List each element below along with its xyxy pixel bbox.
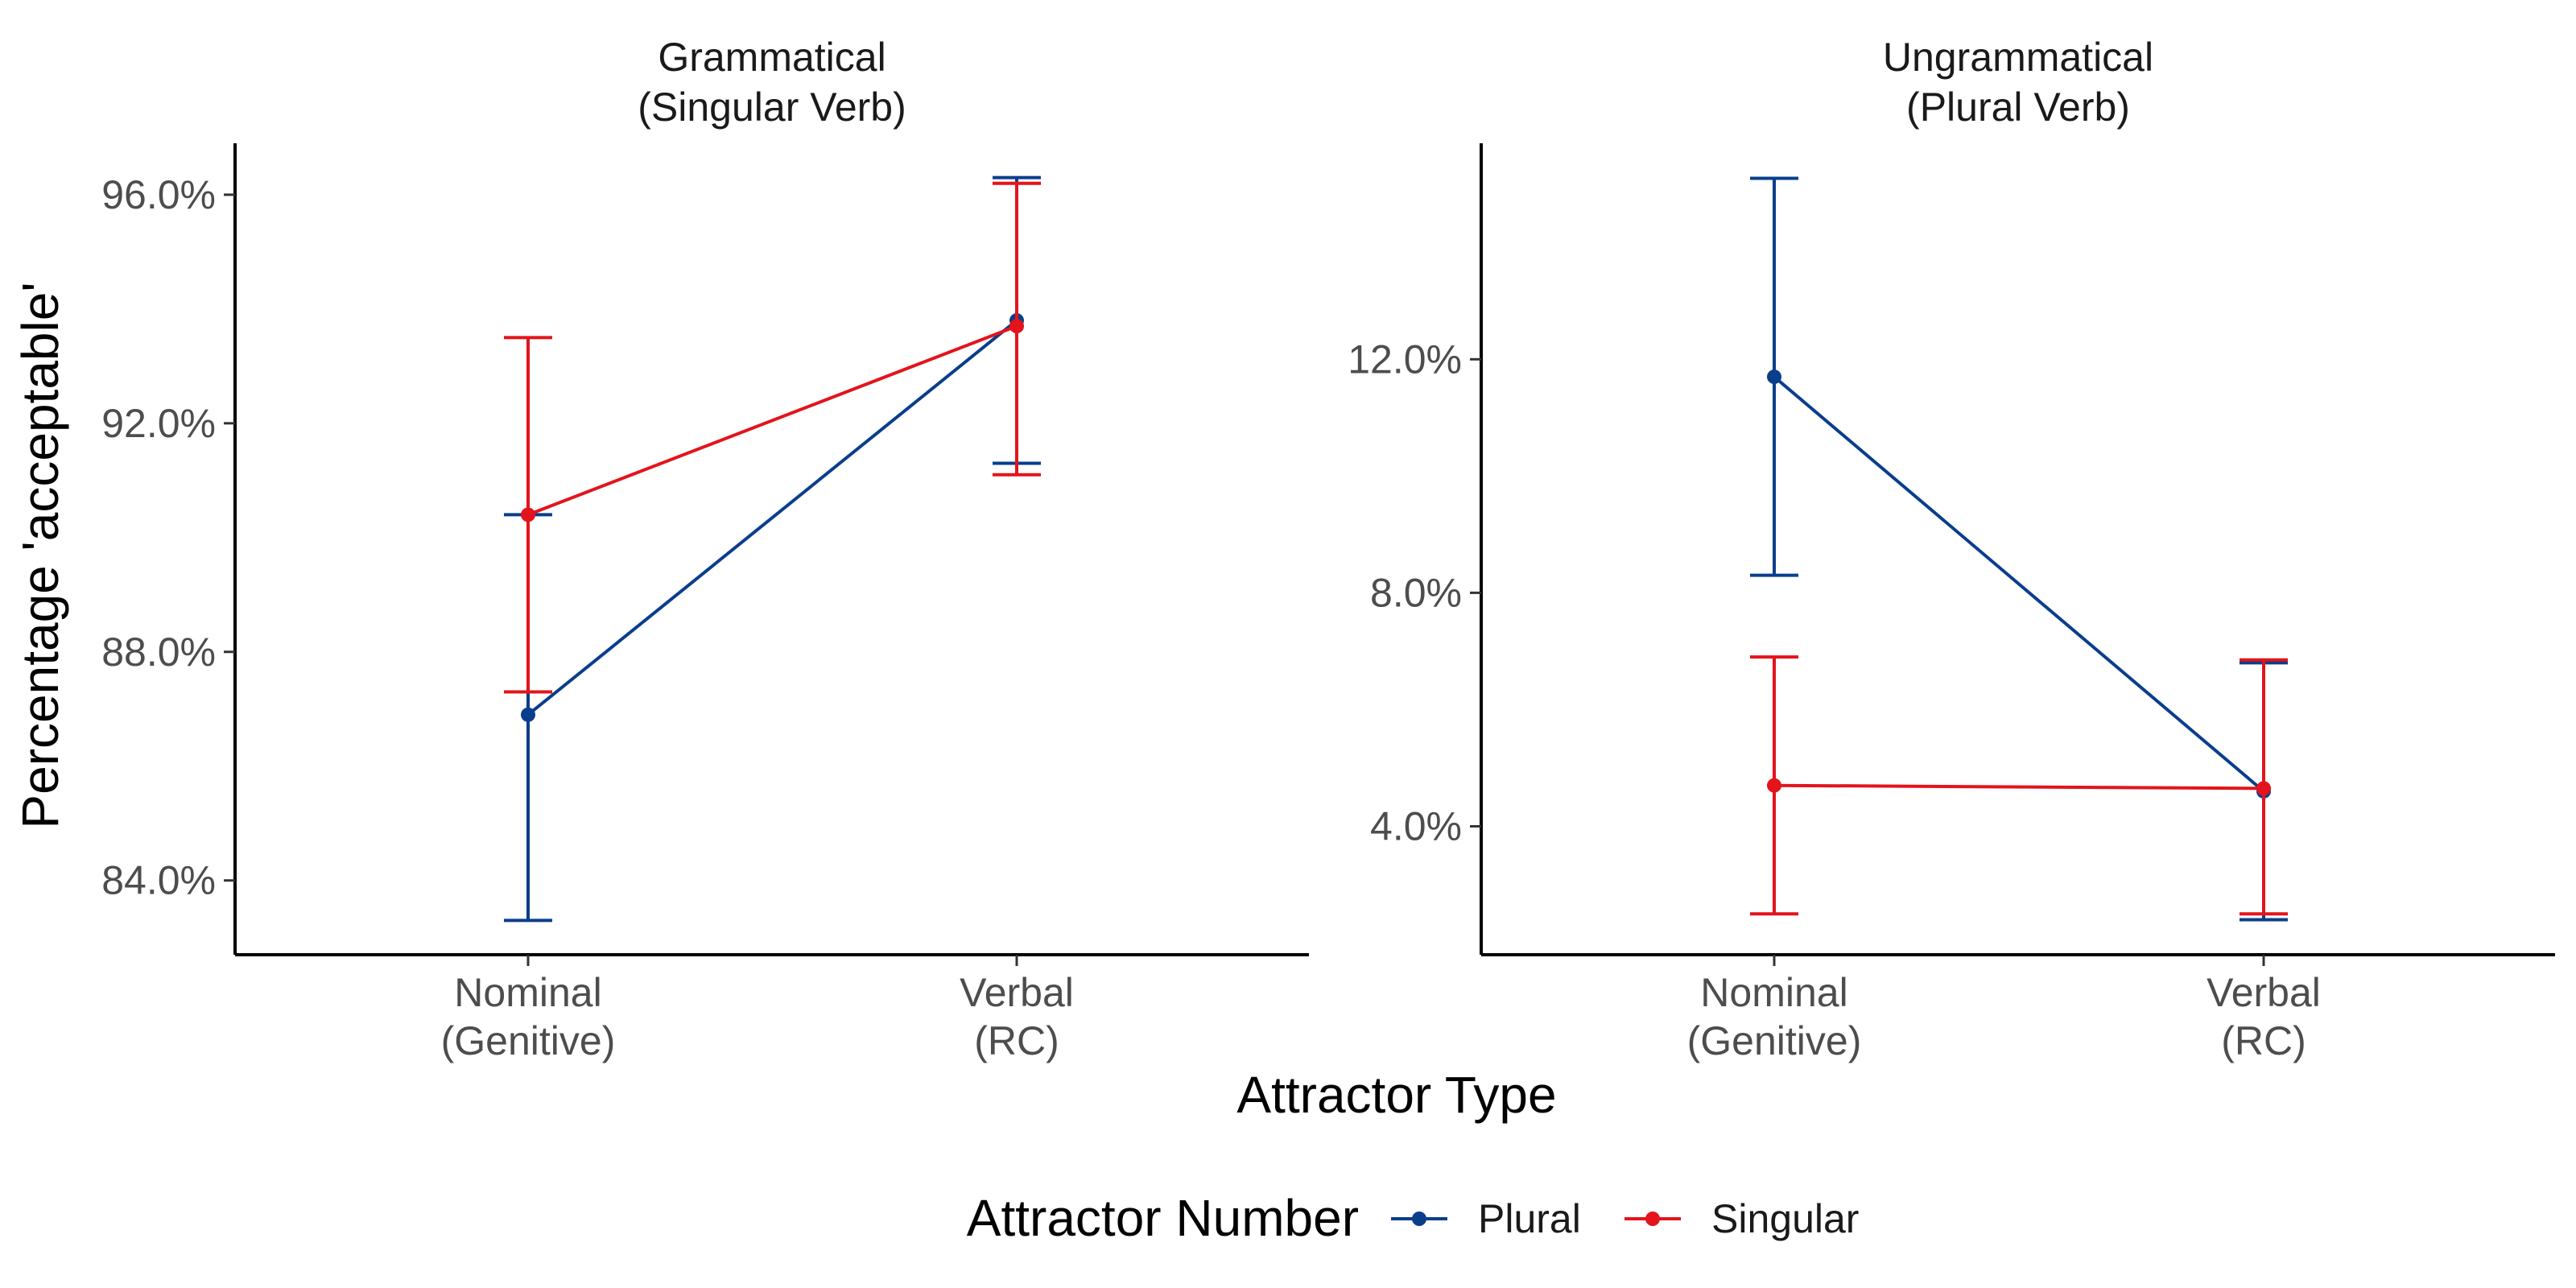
panel-title-line1: Grammatical <box>658 35 886 80</box>
x-tick-label: Nominal <box>454 970 601 1015</box>
y-tick-label: 4.0% <box>1370 803 1462 848</box>
x-tick-label: (RC) <box>974 1018 1059 1063</box>
legend-key-point-singular <box>1645 1212 1660 1226</box>
y-tick-label: 92.0% <box>101 401 216 446</box>
data-point-singular <box>521 507 535 522</box>
panel-title-line2: (Singular Verb) <box>638 85 906 130</box>
series-line-plural <box>1773 375 2265 793</box>
data-point-singular <box>1009 319 1024 334</box>
data-point-plural <box>1767 369 1781 385</box>
x-tick-label: (Genitive) <box>441 1018 616 1063</box>
series-line-singular <box>527 324 1018 517</box>
x-tick-label: (Genitive) <box>1687 1018 1862 1063</box>
y-tick-label: 84.0% <box>101 858 216 903</box>
series-line-singular <box>1773 783 2264 791</box>
legend-label-plural: Plural <box>1478 1196 1581 1241</box>
panel-title-line2: (Plural Verb) <box>1906 85 2130 130</box>
x-tick-label: Nominal <box>1700 970 1847 1015</box>
data-point-plural <box>521 707 535 722</box>
x-axis-title: Attractor Type <box>1236 1066 1556 1124</box>
y-tick-label: 96.0% <box>101 172 216 217</box>
series-line-plural <box>526 319 1018 716</box>
legend-key-point-plural <box>1412 1212 1426 1226</box>
y-axis-title: Percentage 'acceptable' <box>11 282 69 828</box>
y-tick-label: 8.0% <box>1370 570 1462 615</box>
x-tick-label: Verbal <box>960 970 1074 1015</box>
data-point-singular <box>2256 781 2271 796</box>
data-point-singular <box>1767 778 1781 793</box>
y-tick-label: 88.0% <box>101 630 216 675</box>
panel-title-line1: Ungrammatical <box>1883 35 2153 80</box>
y-tick-label: 12.0% <box>1348 336 1462 382</box>
x-tick-label: (RC) <box>2221 1018 2306 1063</box>
x-tick-label: Verbal <box>2207 970 2321 1015</box>
legend-title: Attractor Number <box>967 1189 1359 1247</box>
legend-label-singular: Singular <box>1711 1196 1859 1241</box>
